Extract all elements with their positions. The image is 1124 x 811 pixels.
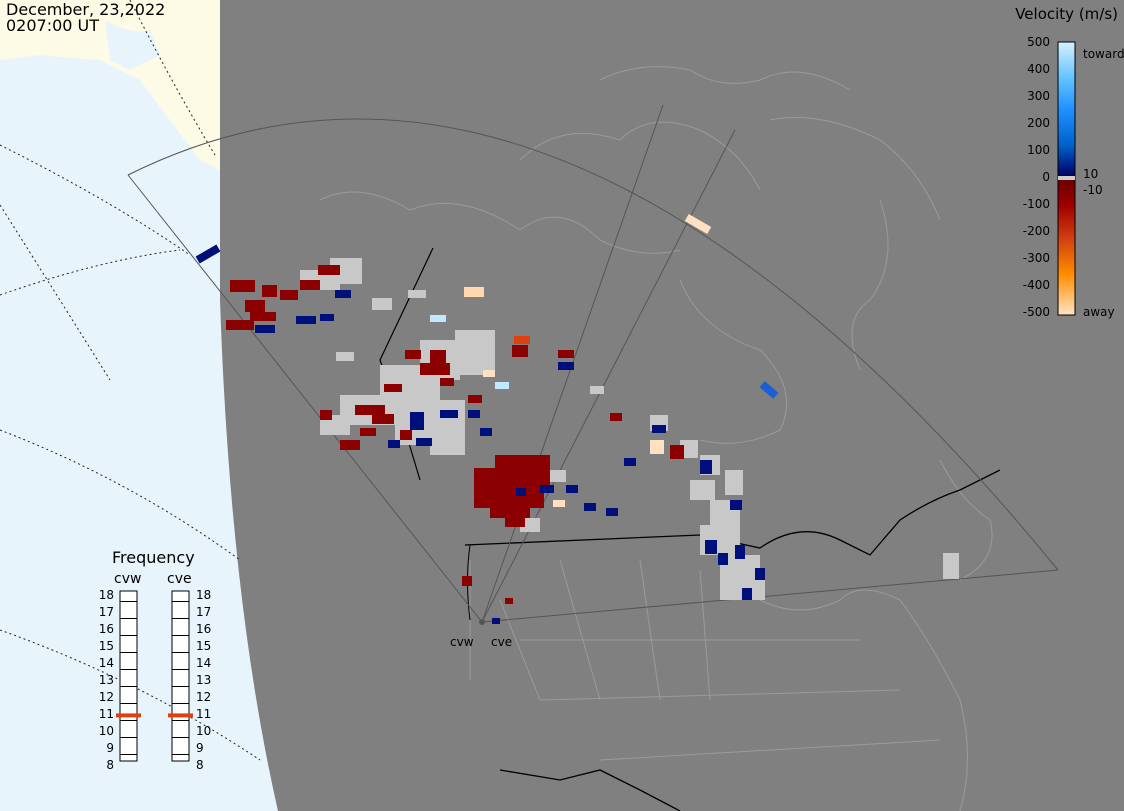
velocity-tick-label: -300 xyxy=(1022,251,1050,265)
velocity-colorbar xyxy=(1057,41,1076,316)
tick-plus-10: 10 xyxy=(1083,167,1099,181)
frequency-tick-label: 8 xyxy=(106,758,114,772)
cvw-freq-label: cvw xyxy=(114,571,142,587)
frequency-tick-label: 11 xyxy=(98,707,114,721)
frequency-tick-label: 16 xyxy=(98,622,114,636)
cve-freq-label: cve xyxy=(167,571,192,587)
velocity-tick-label: -500 xyxy=(1022,305,1050,319)
velocity-tick-label: 100 xyxy=(1027,143,1050,157)
frequency-tick-label: 14 xyxy=(196,656,212,670)
frequency-tick-label: 14 xyxy=(98,656,114,670)
frequency-tick-label: 13 xyxy=(98,673,114,687)
ground-scatter xyxy=(300,258,959,600)
time-label: 0207:00 UT xyxy=(6,16,100,35)
velocity-tick-label: 200 xyxy=(1027,116,1050,130)
frequency-tick-label: 9 xyxy=(106,741,114,755)
frequency-tick-label: 11 xyxy=(196,707,212,721)
frequency-tick-label: 8 xyxy=(196,758,204,772)
frequency-tick-label: 18 xyxy=(196,588,212,602)
toward-scatter xyxy=(195,244,765,624)
frequency-title: Frequency xyxy=(112,548,195,567)
frequency-tick-label: 16 xyxy=(196,622,212,636)
frequency-marker-cve xyxy=(168,713,193,718)
frequency-tick-label: 18 xyxy=(98,588,114,602)
radar-label-cve: cve xyxy=(491,635,513,649)
frequency-tick-label: 12 xyxy=(196,690,212,704)
frequency-gauges xyxy=(119,590,190,762)
tick-minus-10: -10 xyxy=(1083,183,1103,197)
frequency-tick-label: 10 xyxy=(98,724,114,738)
away-scatter xyxy=(226,265,684,604)
frequency-marker-cvw xyxy=(116,713,141,718)
velocity-tick-label: -400 xyxy=(1022,278,1050,292)
velocity-tick-label: 300 xyxy=(1027,89,1050,103)
velocity-tick-label: 500 xyxy=(1027,35,1050,49)
velocity-title: Velocity (m/s) xyxy=(1015,5,1118,23)
velocity-tick-label: -100 xyxy=(1022,197,1050,211)
velocity-tick-label: -200 xyxy=(1022,224,1050,238)
frequency-tick-label: 10 xyxy=(196,724,212,738)
date-label: December, 23,2022 xyxy=(6,0,166,19)
frequency-tick-label: 17 xyxy=(196,605,212,619)
frequency-tick-label: 15 xyxy=(196,639,212,653)
frequency-tick-label: 9 xyxy=(196,741,204,755)
radar-label-cvw: cvw xyxy=(450,635,474,649)
frequency-tick-label: 15 xyxy=(98,639,114,653)
nightside-region xyxy=(220,0,1124,811)
frequency-tick-label: 12 xyxy=(98,690,114,704)
velocity-tick-label: 400 xyxy=(1027,62,1050,76)
frequency-tick-label: 17 xyxy=(98,605,114,619)
toward-label: toward xyxy=(1083,47,1124,61)
frequency-tick-label: 13 xyxy=(196,673,212,687)
away-label: away xyxy=(1083,305,1115,319)
velocity-tick-label: 0 xyxy=(1042,170,1050,184)
